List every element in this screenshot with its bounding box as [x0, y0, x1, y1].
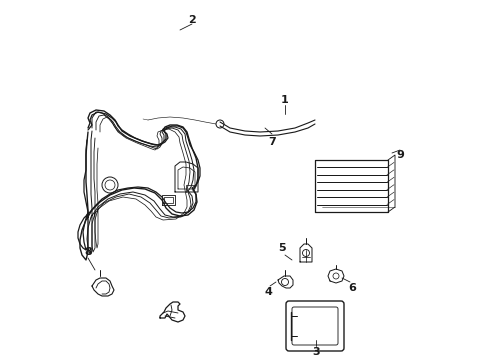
Text: 7: 7: [268, 137, 276, 147]
Text: 9: 9: [396, 150, 404, 160]
Text: 6: 6: [348, 283, 356, 293]
Text: 1: 1: [281, 95, 289, 105]
Text: 8: 8: [84, 247, 92, 257]
Text: 2: 2: [188, 15, 196, 25]
Text: 5: 5: [278, 243, 286, 253]
Text: 4: 4: [264, 287, 272, 297]
Text: 3: 3: [312, 347, 320, 357]
